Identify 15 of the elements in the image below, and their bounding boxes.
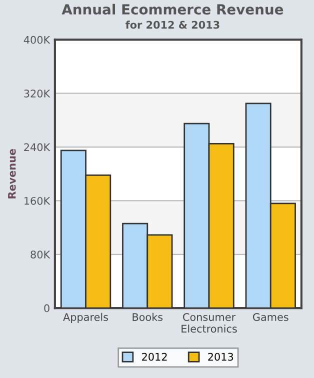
y-axis-title: Revenue	[8, 148, 16, 198]
x-tick-label: Books	[132, 312, 163, 321]
x-tick-label: Games	[252, 313, 288, 321]
y-tick-label: 80K	[30, 250, 50, 258]
chart-title: Annual Ecommerce Revenue	[62, 4, 284, 15]
x-tick-label: Apparels	[63, 312, 108, 324]
y-tick-label: 160K	[24, 196, 50, 205]
y-tick-label: 240K	[24, 143, 50, 152]
chart-subtitle: for 2012 & 2013	[126, 20, 220, 29]
y-tick-label: 320K	[24, 90, 50, 98]
y-tick-label: 0	[44, 304, 50, 312]
y-tick-label: 400K	[24, 36, 50, 44]
legend-label: 2012	[142, 352, 167, 361]
x-tick-label: Consumer Electronics	[182, 313, 237, 333]
legend-label: 2013	[208, 352, 234, 361]
